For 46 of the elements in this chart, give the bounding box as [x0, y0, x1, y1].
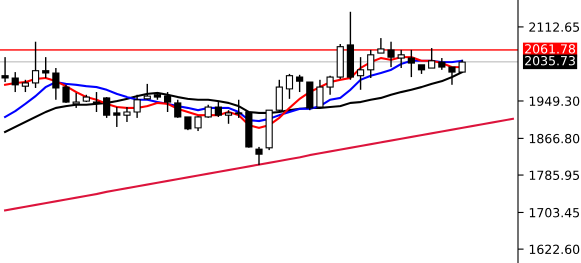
candlestick	[224, 109, 232, 124]
candlestick	[72, 92, 80, 109]
candlestick	[296, 74, 304, 93]
line-series	[4, 118, 514, 212]
candlestick	[134, 94, 141, 119]
candlestick	[184, 116, 192, 131]
y-tick-label: 1703.45	[530, 208, 580, 218]
candlestick	[144, 83, 151, 100]
candlestick	[326, 75, 334, 96]
candlestick	[367, 49, 374, 79]
candlestick	[408, 49, 415, 78]
candlestick	[255, 146, 263, 166]
candlestick	[356, 56, 364, 90]
ref-line-label: 2035.73	[525, 56, 575, 66]
candlestick	[194, 115, 202, 132]
y-tick-label: 1622.60	[530, 244, 580, 254]
candlestick	[204, 104, 212, 119]
candlestick	[235, 99, 242, 119]
candlestick	[438, 57, 446, 71]
candlestick	[92, 91, 100, 113]
candlestick	[103, 96, 110, 119]
y-tick-label: 1866.80	[530, 134, 580, 144]
y-tick-label: 2112.65	[529, 22, 580, 32]
candlestick	[42, 56, 50, 79]
candlestick	[286, 73, 294, 100]
candlestick	[387, 41, 395, 68]
candlestick	[52, 67, 60, 100]
candlestick	[22, 79, 29, 93]
candlestick	[12, 71, 19, 93]
candlestick	[174, 99, 182, 119]
candlestick	[276, 79, 283, 113]
candlestick	[428, 47, 436, 69]
candlestick	[32, 41, 40, 89]
candlestick	[377, 37, 384, 54]
y-tick-label: 1785.95	[530, 170, 580, 180]
candlestick	[1, 56, 9, 83]
candlestick	[62, 84, 70, 104]
candlestick	[418, 64, 426, 75]
candlestick	[316, 79, 324, 109]
candlestick	[123, 106, 131, 123]
candlestick	[214, 101, 222, 118]
candlestick	[113, 106, 120, 128]
y-tick-label: 1949.30	[530, 96, 580, 106]
candlestick	[398, 49, 405, 69]
candlestick	[164, 91, 172, 113]
ref-line-label: 2061.78	[525, 44, 576, 54]
